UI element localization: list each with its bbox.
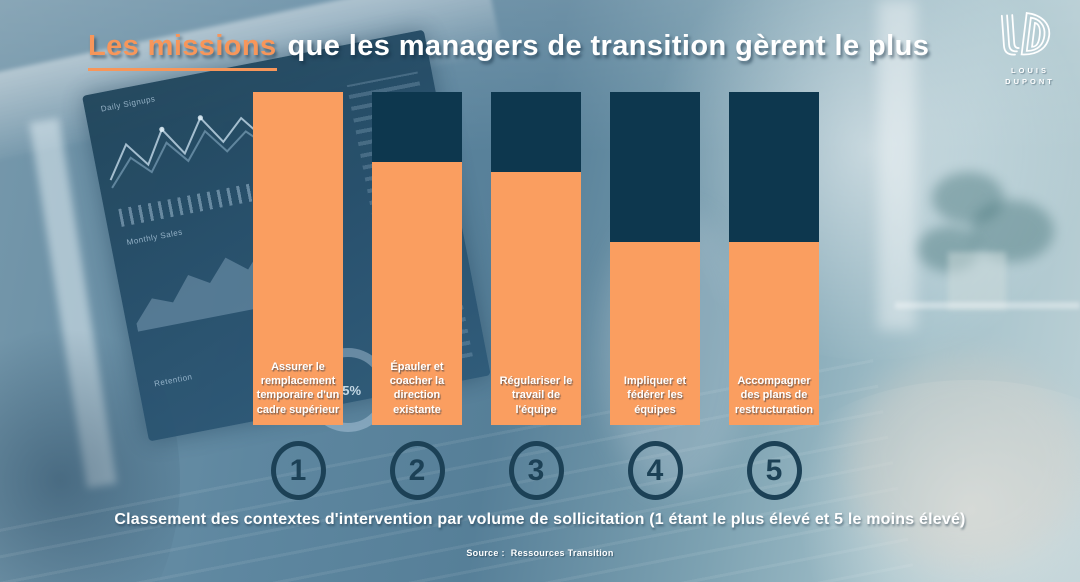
bar-label: Accompagner des plans de restructuration — [734, 375, 814, 416]
bar-track-navy: Assurer le remplacement temporaire d'un … — [253, 92, 343, 425]
bar-fill-orange — [729, 241, 819, 425]
shelf-edge — [895, 302, 1080, 309]
bar-track-navy: Régulariser le travail de l'équipe — [491, 92, 581, 425]
rank-badge: 1 — [270, 441, 326, 500]
bar-label: Épauler et coacher la direction existant… — [389, 360, 445, 416]
bar-label: Assurer le remplacement temporaire d'un … — [256, 360, 340, 416]
bar-fill-orange — [253, 92, 343, 425]
rank-badge: 2 — [389, 441, 445, 500]
bar-fill-orange — [372, 161, 462, 425]
bar-track-navy: Accompagner des plans de restructuration — [729, 92, 819, 425]
source-name: Ressources Transition — [510, 548, 614, 558]
bar-column: Épauler et coacher la direction existant… — [372, 92, 462, 500]
plant-leaf — [970, 200, 1054, 262]
plant-leaf — [932, 172, 1004, 224]
title-highlight: Les missions — [88, 30, 277, 71]
rank-badge: 5 — [746, 441, 802, 500]
bar-fill-orange — [491, 171, 581, 425]
ld-monogram-icon — [1000, 11, 1051, 56]
source-label: Source : — [466, 548, 505, 558]
brand-logo: LOUIS DUPONT — [976, 11, 1068, 88]
bar-column: Impliquer et fédérer les équipes 4 — [610, 92, 700, 500]
logo-name-line1: LOUIS — [1011, 66, 1049, 75]
bar-track-navy: Impliquer et fédérer les équipes — [610, 92, 700, 425]
bar-fill-orange — [610, 241, 700, 425]
rank-badge: 3 — [508, 441, 564, 500]
bar-chart: Assurer le remplacement temporaire d'un … — [253, 92, 819, 500]
page-title: Les missions que les managers de transiti… — [88, 30, 930, 71]
window-glow — [640, 0, 1080, 360]
bar-label: Impliquer et fédérer les équipes — [623, 375, 687, 416]
bar-label: Régulariser le travail de l'équipe — [499, 375, 573, 416]
title-rest: que les managers de transition gèrent le… — [287, 30, 930, 62]
chart-caption: Classement des contextes d'intervention … — [114, 511, 966, 528]
source-line: Source : Ressources Transition — [0, 548, 1080, 558]
rank-badge: 4 — [627, 441, 683, 500]
bar-track-navy: Épauler et coacher la direction existant… — [372, 92, 462, 425]
hand-on-desk — [846, 356, 1080, 566]
window-frame — [878, 0, 916, 330]
plant-pot — [948, 252, 1006, 310]
bar-column: Accompagner des plans de restructuration… — [729, 92, 819, 500]
screen-label-retention: Retention — [153, 372, 194, 389]
bar-column: Régulariser le travail de l'équipe 3 — [491, 92, 581, 500]
bar-column: Assurer le remplacement temporaire d'un … — [253, 92, 343, 500]
logo-name-line2: DUPONT — [1005, 77, 1055, 87]
